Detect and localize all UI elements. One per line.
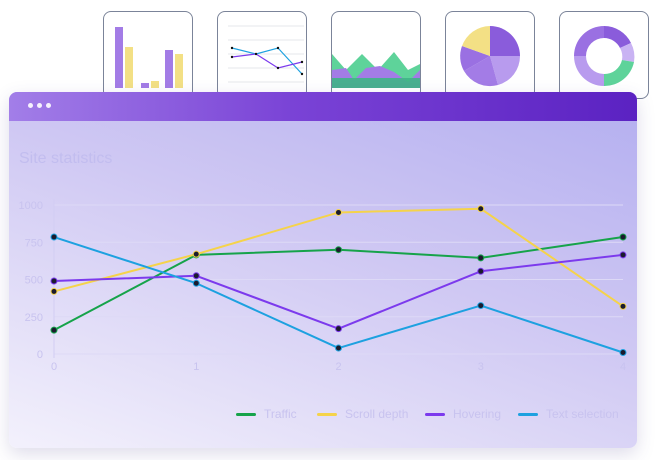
- data-point: [619, 349, 627, 357]
- legend-label: Traffic: [264, 407, 297, 421]
- legend-label: Text selection: [546, 407, 619, 421]
- x-tick-label: 1: [193, 361, 199, 373]
- data-point: [619, 233, 627, 241]
- donut-chart-thumbnail[interactable]: [559, 11, 649, 99]
- legend-item[interactable]: Text selection: [518, 407, 619, 421]
- legend-label: Hovering: [453, 407, 502, 421]
- window-dot-2[interactable]: [37, 103, 42, 108]
- legend-item[interactable]: Hovering: [425, 407, 501, 421]
- data-point: [50, 326, 58, 334]
- data-point: [50, 233, 58, 241]
- data-point: [335, 344, 342, 352]
- data-point: [335, 325, 342, 333]
- x-tick-label: 3: [478, 361, 484, 373]
- data-point: [50, 277, 58, 285]
- line-chart: 0 250 500 750 1000 0 1 2 3 4: [19, 199, 627, 373]
- x-tick-label: 0: [51, 361, 57, 373]
- chart-window: Site statistics 0 250 500 750 1000 0 1 2 3 4 Traf…: [9, 92, 637, 448]
- line-chart-thumbnail[interactable]: [217, 11, 307, 99]
- data-point: [619, 251, 627, 259]
- data-point: [50, 287, 58, 295]
- x-tick-label: 2: [335, 361, 341, 373]
- y-tick-label: 1000: [19, 200, 43, 212]
- bar-chart-thumbnail[interactable]: [103, 11, 193, 99]
- legend-item[interactable]: Traffic: [236, 407, 297, 421]
- legend-label: Scroll depth: [345, 407, 409, 421]
- data-point: [192, 272, 200, 280]
- data-point: [477, 267, 485, 275]
- window-dot-3[interactable]: [46, 103, 51, 108]
- data-point: [477, 254, 485, 262]
- chart-legend: Traffic Scroll depth Hovering Text selectio…: [9, 407, 637, 423]
- legend-swatch: [425, 412, 445, 416]
- line-chart-icon: [228, 25, 304, 83]
- data-point: [335, 246, 342, 254]
- window-titlebar: [9, 92, 637, 121]
- area-chart-thumbnail[interactable]: [331, 11, 421, 99]
- chart-title: Site statistics: [19, 150, 113, 167]
- y-tick-label: 250: [25, 312, 43, 324]
- y-tick-label: 500: [25, 275, 43, 287]
- series-line-2: [53, 253, 624, 330]
- legend-item[interactable]: Scroll depth: [317, 407, 408, 421]
- legend-swatch: [236, 412, 256, 416]
- legend-swatch: [317, 412, 337, 416]
- y-tick-label: 0: [37, 349, 43, 361]
- window-dot-1[interactable]: [28, 103, 33, 108]
- series-line-3: [53, 236, 624, 354]
- data-point: [192, 250, 200, 258]
- data-point: [477, 205, 485, 213]
- area-chart-icon: [332, 52, 420, 88]
- pie-chart-thumbnail[interactable]: [445, 11, 535, 99]
- donut-chart-icon: [574, 26, 635, 87]
- data-point: [335, 208, 342, 216]
- bar-chart-icon: [115, 27, 183, 88]
- data-point: [192, 279, 200, 287]
- data-point: [619, 302, 627, 310]
- legend-swatch: [518, 412, 538, 416]
- series-line-1: [53, 207, 624, 308]
- x-tick-label: 4: [620, 361, 626, 373]
- pie-chart-icon: [460, 26, 521, 87]
- data-point: [477, 302, 485, 310]
- window-controls[interactable]: [28, 103, 51, 108]
- y-tick-label: 750: [25, 237, 43, 249]
